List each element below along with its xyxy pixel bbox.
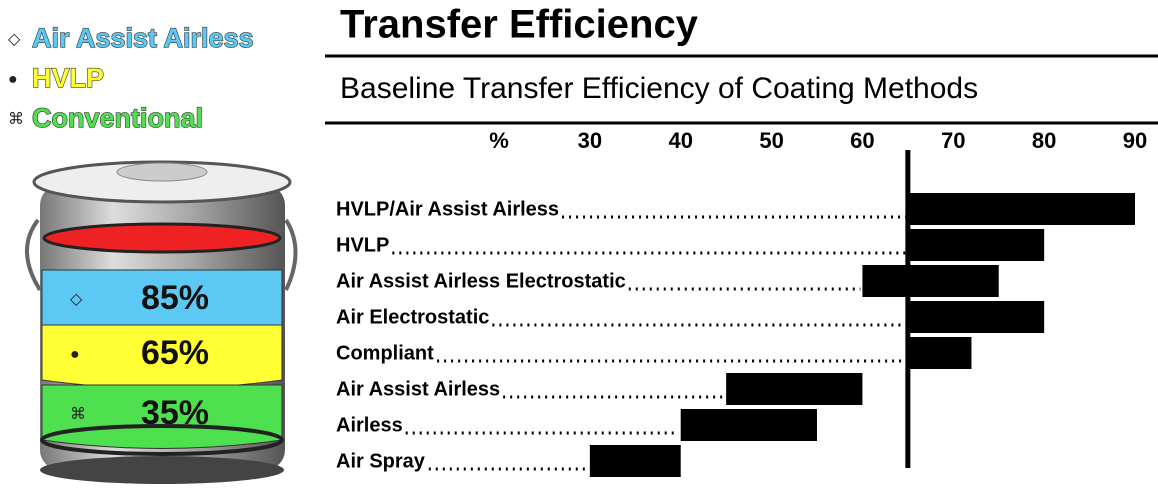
bucket-symbol: ⌘ [70,406,86,423]
bucket-percent: 85% [141,279,209,317]
legend-symbol: ◇ [8,31,21,48]
bar [908,193,1135,225]
bar [908,229,1044,261]
category-label: Air Assist Airless [336,378,500,400]
bar [862,265,998,297]
slide-title: Transfer Efficiency [340,3,699,47]
x-tick-label: 50 [759,128,783,153]
bucket-symbol: ● [70,346,80,363]
x-tick-label: 30 [578,128,602,153]
x-tick-label: 90 [1123,128,1147,153]
category-label: Air Electrostatic [336,306,489,328]
bar [726,373,862,405]
category-label: Airless [336,414,403,436]
category-label: Compliant [336,342,434,364]
chart-subtitle: Baseline Transfer Efficiency of Coating … [340,72,978,105]
legend-symbol: ● [8,71,18,88]
category-label: HVLP/Air Assist Airless [336,198,559,220]
category-label: HVLP [336,234,389,256]
x-tick-label: 70 [941,128,965,153]
legend-label: Air Assist Airless [32,23,254,53]
x-tick-label: % [489,128,509,153]
category-label: Air Spray [336,450,426,472]
bar [681,409,817,441]
slide: Transfer Efficiency Baseline Transfer Ef… [0,0,1158,495]
bar [908,337,972,369]
legend-symbol: ⌘ [8,111,24,128]
legend-label: Conventional [32,103,203,133]
bar [908,301,1044,333]
x-tick-label: 60 [850,128,874,153]
category-label: Air Assist Airless Electrostatic [336,270,626,292]
x-tick-label: 80 [1032,128,1056,153]
legend-label: HVLP [32,63,104,93]
bucket-percent: 65% [141,334,209,372]
bucket-symbol: ◇ [70,291,83,308]
x-tick-label: 40 [668,128,692,153]
bar [590,445,681,477]
